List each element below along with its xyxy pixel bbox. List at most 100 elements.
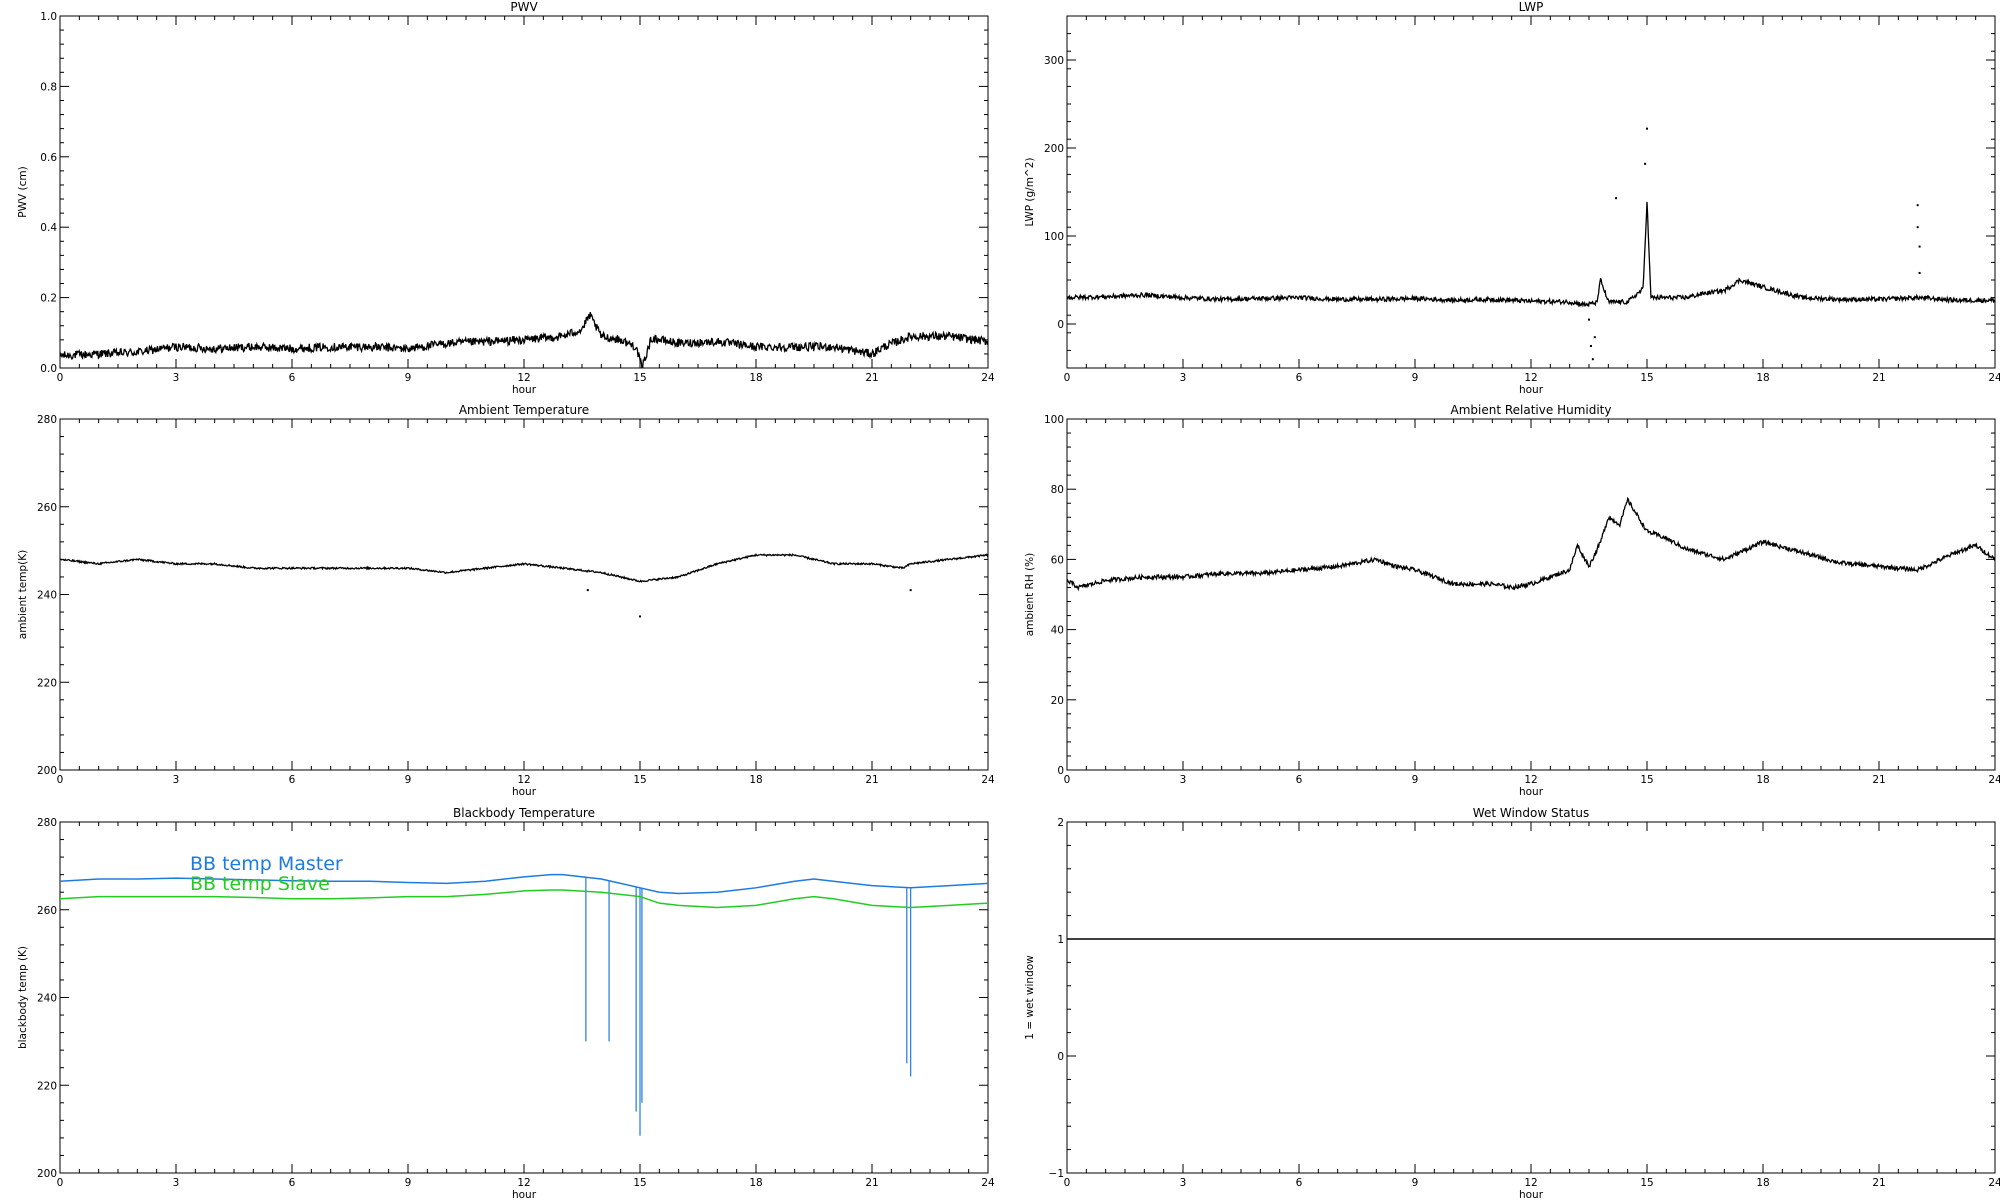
y-tick-label: 100	[1044, 414, 1064, 426]
y-tick-label: 200	[37, 765, 57, 777]
y-axis-label: ambient RH (%)	[1024, 553, 1036, 637]
x-tick-label: 0	[57, 774, 64, 786]
chart-title: Ambient Temperature	[459, 403, 589, 417]
x-tick-label: 18	[749, 1177, 762, 1189]
scatter-point	[1918, 271, 1921, 274]
x-tick-label: 3	[173, 372, 180, 384]
y-axis-label: 1 = wet window	[1024, 955, 1036, 1040]
x-tick-label: 3	[173, 774, 180, 786]
scatter-point	[909, 589, 912, 592]
scatter-point	[639, 615, 641, 618]
plot-frame	[1066, 15, 1996, 369]
y-tick-label: 0.8	[40, 81, 57, 93]
chart-title: LWP	[1519, 0, 1544, 14]
plot-area	[60, 873, 988, 1136]
y-tick-label: 0.0	[40, 363, 57, 375]
x-tick-label: 6	[289, 372, 296, 384]
x-tick-label: 15	[1640, 1177, 1653, 1189]
scatter-point	[1589, 345, 1592, 347]
x-tick-label: 18	[749, 372, 762, 384]
y-axis-label: ambient temp(K)	[17, 550, 29, 639]
x-tick-label: 3	[1180, 774, 1187, 786]
chart-title: Wet Window Status	[1473, 806, 1589, 820]
x-tick-label: 15	[633, 372, 646, 384]
x-tick-label: 21	[865, 1177, 878, 1189]
x-tick-label: 9	[405, 774, 412, 786]
x-tick-label: 15	[633, 1177, 646, 1189]
x-tick-label: 18	[749, 774, 762, 786]
x-axis-label: hour	[1519, 786, 1544, 798]
series-line-bb-temp-master	[60, 873, 988, 895]
y-tick-label: 220	[37, 677, 57, 689]
x-tick-label: 12	[517, 774, 530, 786]
y-axis-label: blackbody temp (K)	[17, 946, 29, 1049]
plot-frame	[59, 15, 989, 369]
y-tick-label: 0	[1057, 319, 1064, 331]
plot-area	[60, 311, 988, 368]
x-tick-label: 3	[173, 1177, 180, 1189]
scatter-point	[1646, 127, 1648, 130]
y-tick-label: 40	[1051, 625, 1064, 637]
series-line-bb-temp-slave	[60, 889, 988, 909]
y-tick-label: 0.2	[40, 293, 57, 305]
scatter-point	[1918, 245, 1921, 248]
chart-pwv: PWV 0 3 6 9 12 15 18 21 24 0.0 0.2 0.4 0.6 0.8 1.0 hour P…	[17, 0, 995, 396]
y-tick-label: 200	[1044, 143, 1064, 155]
x-tick-label: 0	[1064, 774, 1071, 786]
series-line-data	[1067, 496, 1995, 592]
y-tick-label: 1	[1057, 934, 1064, 946]
x-tick-label: 12	[517, 1177, 530, 1189]
y-tick-label: 220	[37, 1080, 57, 1092]
y-tick-label: 260	[37, 502, 57, 514]
y-tick-label: 260	[37, 905, 57, 917]
x-tick-label: 12	[517, 372, 530, 384]
x-tick-label: 24	[981, 774, 995, 786]
series-line-data	[1067, 201, 1995, 308]
x-axis-label: hour	[1519, 1189, 1544, 1200]
x-axis-label: hour	[512, 1189, 537, 1200]
x-tick-label: 21	[1872, 774, 1885, 786]
x-tick-label: 18	[1756, 774, 1769, 786]
x-tick-label: 15	[633, 774, 646, 786]
x-tick-label: 12	[1524, 372, 1537, 384]
plot-area	[1067, 127, 1995, 361]
x-tick-label: 9	[405, 1177, 412, 1189]
x-axis-label: hour	[512, 384, 537, 396]
y-tick-label: 0.4	[40, 222, 57, 234]
x-tick-label: 21	[865, 372, 878, 384]
y-tick-label: 100	[1044, 231, 1064, 243]
y-tick-label: 280	[37, 414, 57, 426]
x-tick-label: 12	[1524, 774, 1537, 786]
x-tick-label: 24	[1988, 372, 2000, 384]
x-tick-label: 0	[57, 372, 64, 384]
x-tick-label: 6	[1296, 372, 1303, 384]
plot-frame	[1066, 418, 1996, 771]
x-tick-label: 24	[1988, 774, 2000, 786]
x-axis-label: hour	[1519, 384, 1544, 396]
y-tick-label: 200	[37, 1168, 57, 1180]
y-tick-label: 0.6	[40, 152, 57, 164]
x-tick-label: 21	[865, 774, 878, 786]
scatter-point	[586, 589, 589, 592]
plot-frame	[1066, 821, 1996, 1174]
scatter-point	[1615, 197, 1618, 200]
legend-entry: BB temp Slave	[190, 873, 330, 895]
y-tick-label: 2	[1057, 817, 1064, 829]
x-tick-label: 12	[1524, 1177, 1537, 1189]
x-tick-label: 9	[405, 372, 412, 384]
x-tick-label: 21	[1872, 1177, 1885, 1189]
x-tick-label: 24	[1988, 1177, 2000, 1189]
scatter-point	[1644, 162, 1647, 165]
scatter-point	[1593, 336, 1596, 339]
chart-ambient_rh: Ambient Relative Humidity 0 3 6 9 12 15 18 21 24 0…	[1024, 403, 2000, 798]
y-tick-label: 240	[37, 993, 57, 1005]
series-line-data	[60, 553, 988, 583]
chart-title: PWV	[510, 0, 538, 14]
plot-area	[1067, 496, 1995, 592]
x-tick-label: 15	[1640, 372, 1653, 384]
plot-area	[60, 553, 988, 618]
x-tick-label: 0	[57, 1177, 64, 1189]
chart-lwp: LWP 0 3 6 9 12 15 18 21 24 0 100 200 300 hour LWP (g/m^…	[1024, 0, 2000, 396]
